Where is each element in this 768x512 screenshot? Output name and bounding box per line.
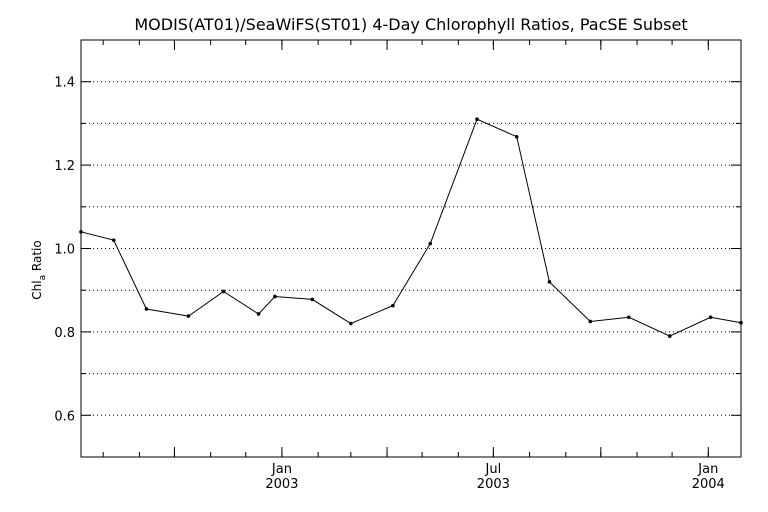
data-point	[79, 230, 83, 234]
data-point	[547, 280, 552, 284]
data-point	[708, 315, 713, 320]
plot-frame	[80, 39, 742, 458]
data-point	[428, 241, 433, 246]
y-tick-label: 1.4	[54, 76, 75, 91]
data-point	[391, 303, 395, 308]
data-point	[349, 321, 353, 326]
data-point	[310, 297, 315, 302]
data-point	[256, 312, 261, 316]
data-point	[144, 307, 149, 311]
x-tick-label-month: Jul	[485, 462, 502, 477]
x-tick-label-year: 2004	[692, 477, 725, 492]
y-tick-label: 1.2	[54, 159, 75, 174]
data-point	[667, 334, 672, 338]
y-tick-label: 0.8	[54, 326, 75, 341]
y-axis-label-subscript: a	[38, 275, 48, 281]
data-point	[514, 134, 519, 139]
y-tick-labels: 0.6 0.8 1.0 1.2 1.4	[54, 76, 75, 425]
data-point	[111, 238, 116, 242]
grid	[81, 81, 741, 416]
data-point	[588, 319, 593, 324]
data-point	[273, 294, 277, 299]
y-tick-label: 1.0	[54, 243, 75, 258]
data-point	[627, 315, 631, 320]
series-line	[80, 118, 742, 337]
y-tick-label: 0.6	[54, 409, 75, 424]
chart-title: MODIS(AT01)/SeaWiFS(ST01) 4-Day Chloroph…	[134, 15, 687, 34]
data-point	[221, 289, 226, 294]
y-axis-label-main: Chl	[30, 280, 44, 299]
x-tick-label-year: 2003	[477, 477, 510, 492]
x-tick-label-month: Jan	[271, 462, 292, 477]
axes	[80, 39, 742, 458]
y-axis-label-rest: Ratio	[30, 240, 44, 275]
series-layer	[79, 117, 743, 338]
data-point	[475, 117, 479, 122]
x-tick-label-year: 2003	[265, 477, 298, 492]
data-point	[739, 320, 743, 325]
y-axis-label: Chla Ratio	[30, 240, 48, 299]
data-point	[186, 314, 191, 318]
x-tick-label-month: Jan	[697, 462, 718, 477]
